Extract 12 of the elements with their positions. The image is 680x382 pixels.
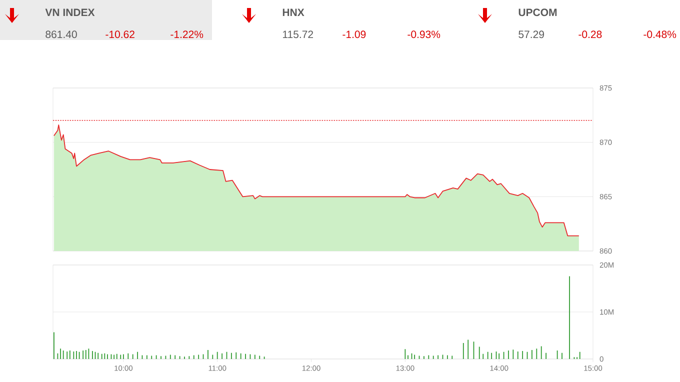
text: 57.29 (518, 30, 544, 38)
text: 861.40 (46, 30, 77, 38)
text: VN INDEX (45, 8, 95, 16)
text: -0.48% (644, 30, 676, 38)
text: -1.22% (170, 30, 204, 38)
text: -0.28 (578, 30, 602, 38)
text: UPCOM (518, 8, 557, 16)
text: HNX (282, 8, 304, 16)
text: 115.72 (283, 30, 313, 38)
text: -10.62 (106, 30, 134, 38)
text: -0.93% (408, 30, 440, 38)
text: -1.09 (342, 30, 366, 38)
